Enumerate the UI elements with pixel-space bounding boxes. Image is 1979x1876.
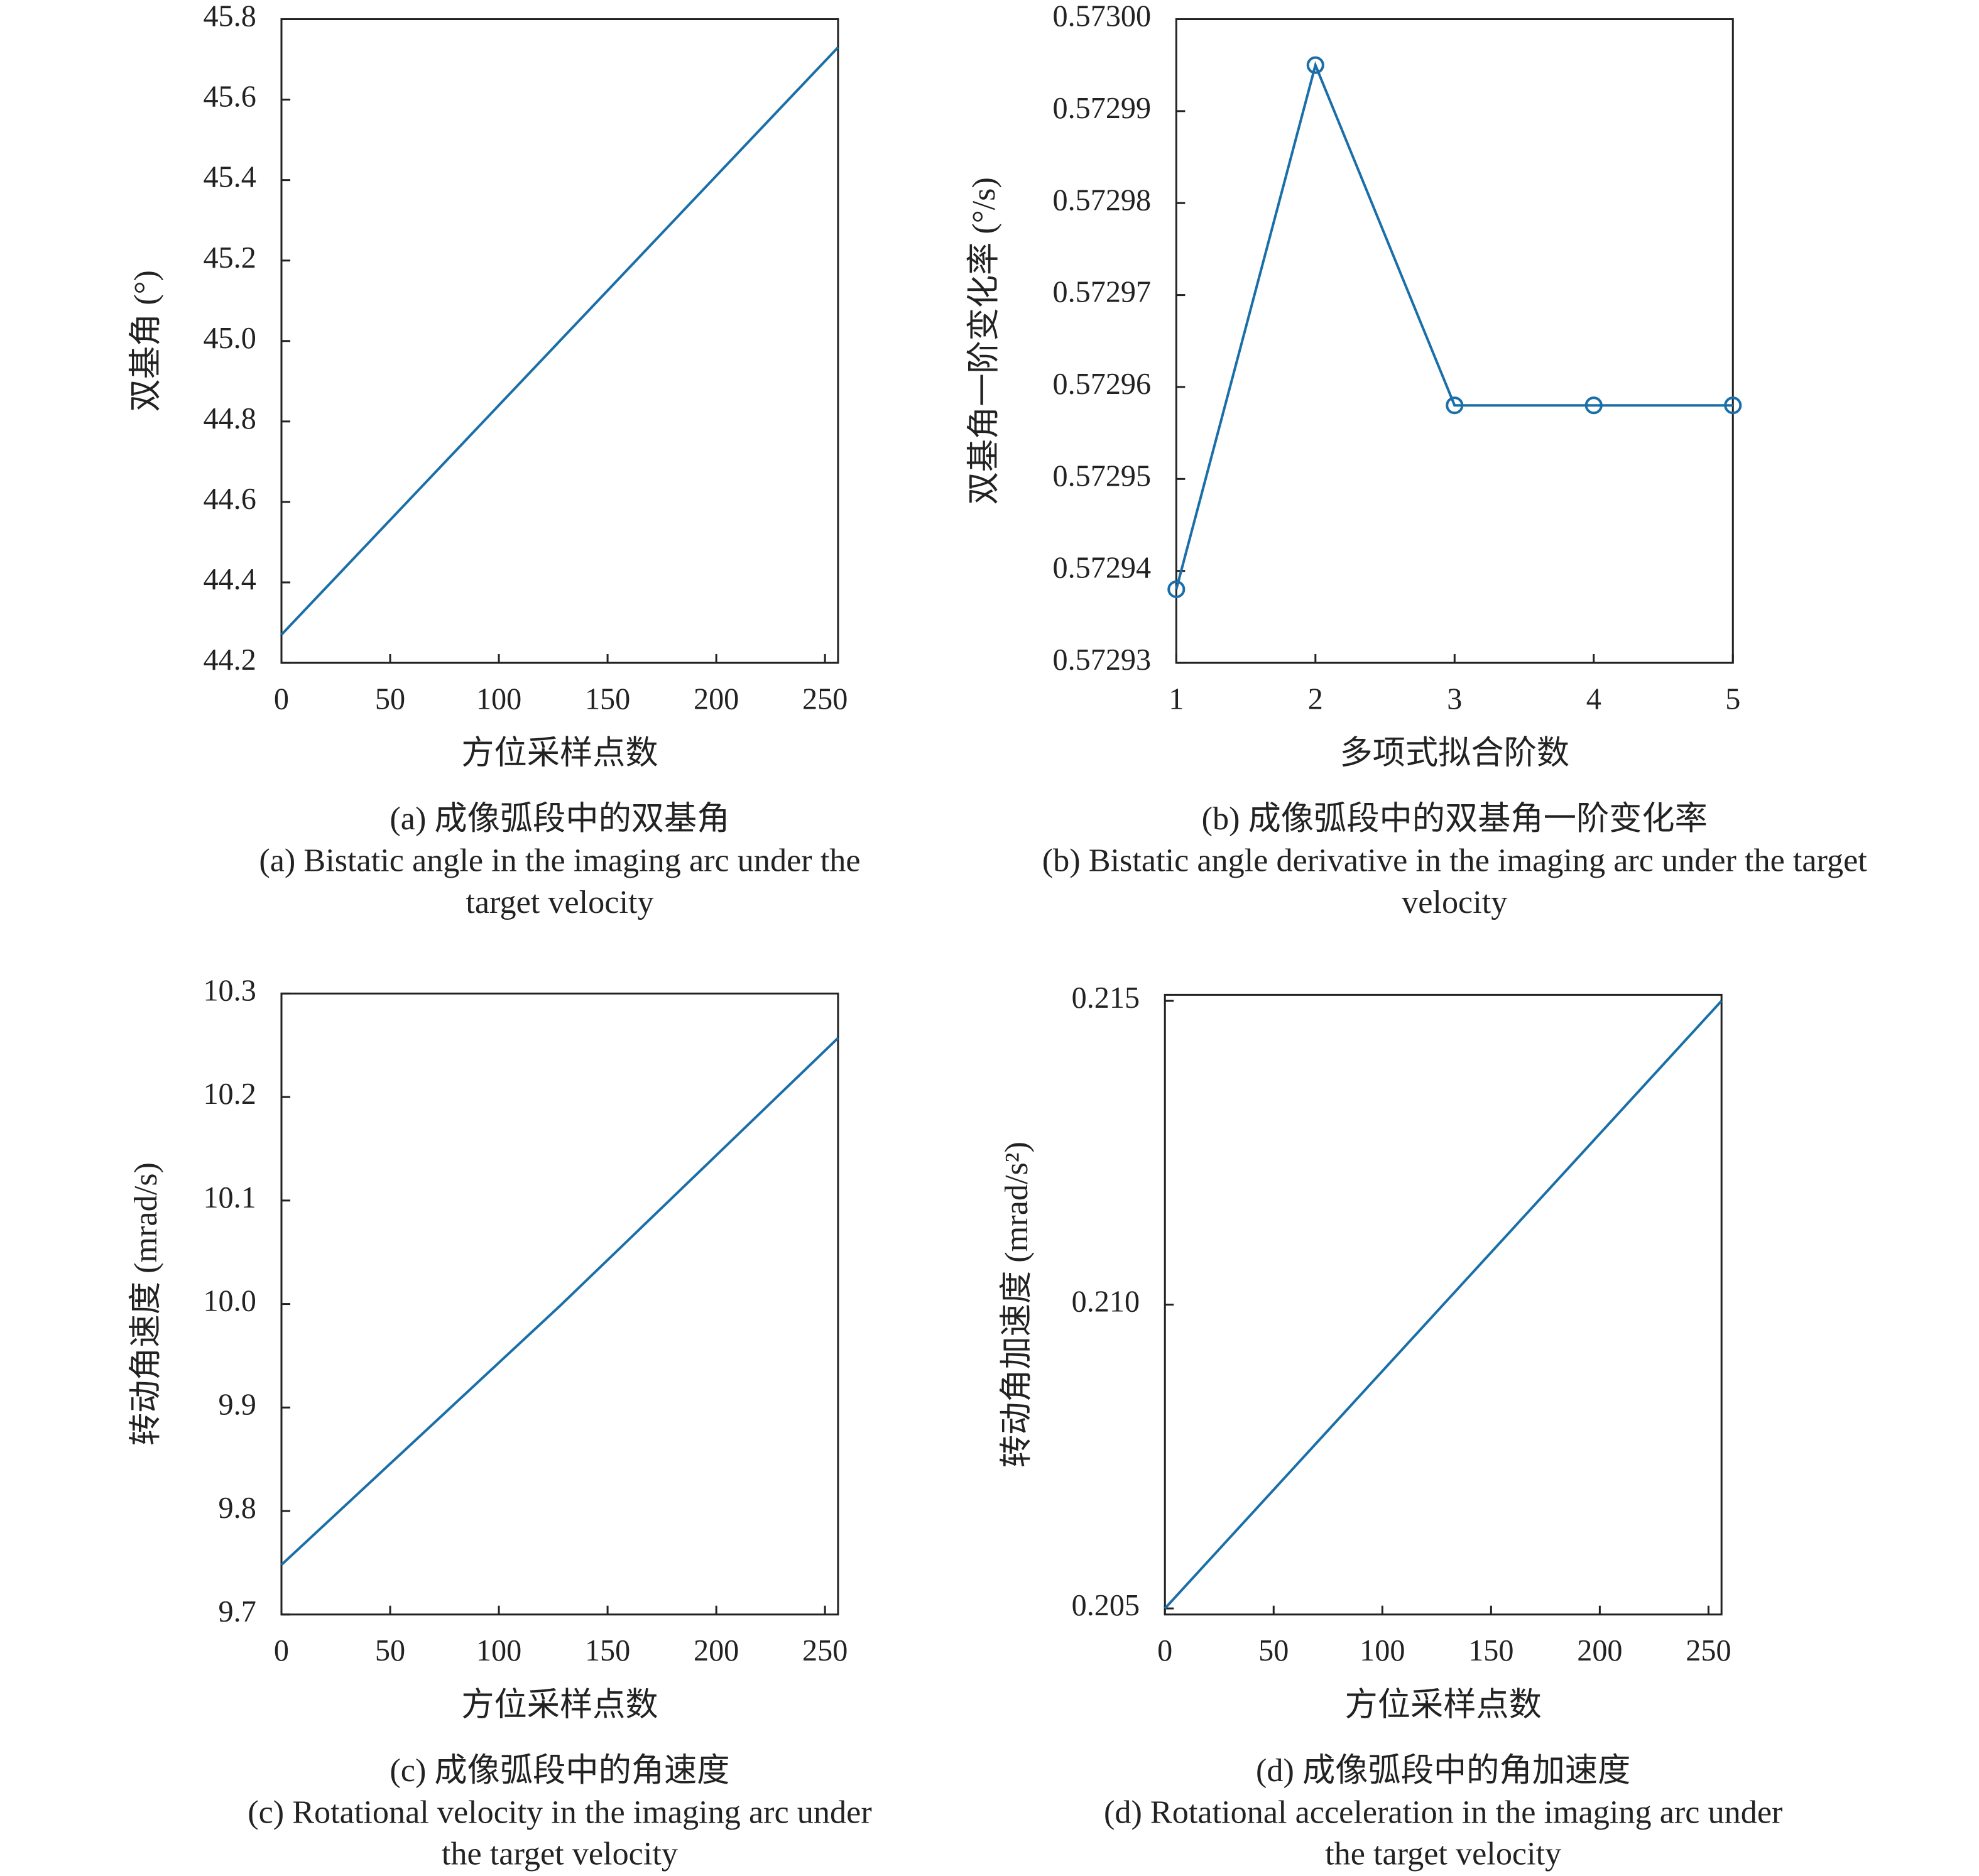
- x-tick-label: 250: [802, 682, 848, 716]
- caption-subtitle: (b) Bistatic angle derivative in the ima…: [1042, 842, 1867, 920]
- x-axis-label: 方位采样点数: [1345, 1686, 1542, 1723]
- y-tick-label: 45.2: [203, 241, 256, 275]
- data-marker: [1446, 396, 1464, 415]
- y-tick-label: 9.9: [219, 1388, 256, 1421]
- x-tick-label: 200: [694, 1634, 739, 1667]
- y-tick-label: 10.1: [203, 1181, 256, 1214]
- data-marker: [1584, 396, 1603, 415]
- y-tick-label: 0.57297: [1052, 276, 1151, 309]
- y-tick-label: 45.0: [203, 322, 256, 355]
- y-tick-label: 44.4: [203, 563, 256, 596]
- y-tick-label: 44.8: [203, 402, 256, 435]
- y-tick-label: 45.4: [203, 161, 256, 194]
- y-tick-label: 10.0: [203, 1285, 256, 1318]
- y-axis-label: 双基角 (°): [128, 270, 164, 412]
- x-axis-label: 多项式拟合阶数: [1340, 735, 1570, 772]
- caption: (d) 成像弧段中的角加速度 (d) Rotational acceleratio…: [1103, 1752, 1783, 1872]
- x-tick-label: 1: [1169, 682, 1184, 716]
- plot-frame: [1175, 18, 1734, 664]
- x-axis-label: 方位采样点数: [461, 1686, 658, 1723]
- y-axis-label: 转动角加速度 (mrad/s²): [998, 1142, 1035, 1468]
- plot-frame: [280, 992, 839, 1616]
- x-axis-label: 方位采样点数: [461, 735, 658, 772]
- x-tick-label: 2: [1308, 682, 1323, 716]
- y-axis-label: 双基角一阶变化率 (°/s): [966, 177, 1002, 504]
- data-line: [280, 46, 839, 636]
- y-tick-label: 10.2: [203, 1077, 256, 1111]
- data-line: [280, 1037, 839, 1566]
- data-marker: [1724, 396, 1742, 415]
- x-tick-label: 3: [1447, 682, 1462, 716]
- x-tick-label: 50: [375, 1634, 405, 1667]
- caption-subtitle: (c) Rotational velocity in the imaging a…: [248, 1794, 872, 1872]
- x-tick-label: 250: [1686, 1634, 1731, 1667]
- data-marker: [1167, 580, 1186, 599]
- caption-subtitle: (d) Rotational acceleration in the imagi…: [1103, 1794, 1783, 1872]
- data-line: [1175, 61, 1733, 590]
- y-tick-label: 0.57299: [1052, 92, 1151, 125]
- caption-title: (b) 成像弧段中的双基角一阶变化率: [1201, 800, 1708, 837]
- caption-title: (c) 成像弧段中的角速度: [390, 1752, 730, 1789]
- y-tick-label: 0.57293: [1052, 643, 1151, 677]
- caption: (a) 成像弧段中的双基角 (a) Bistatic angle in the i…: [259, 800, 861, 920]
- y-tick-label: 10.3: [203, 974, 256, 1007]
- y-tick-label: 0.57296: [1052, 368, 1151, 401]
- x-tick-label: 150: [585, 1634, 630, 1667]
- x-tick-label: 100: [476, 1634, 521, 1667]
- x-tick-label: 5: [1725, 682, 1740, 716]
- y-tick-label: 0.57295: [1052, 459, 1151, 493]
- x-tick-label: 0: [274, 682, 289, 716]
- caption-title: (d) 成像弧段中的角加速度: [1256, 1752, 1631, 1789]
- y-axis-label: 转动角速度 (mrad/s): [128, 1162, 164, 1446]
- data-line: [1164, 1000, 1723, 1610]
- data-marker: [1306, 56, 1324, 74]
- y-tick-label: 9.8: [219, 1492, 256, 1525]
- caption-subtitle: (a) Bistatic angle in the imaging arc un…: [259, 842, 861, 920]
- x-tick-label: 150: [1468, 1634, 1513, 1667]
- y-tick-label: 44.6: [203, 483, 256, 516]
- x-tick-label: 0: [1157, 1634, 1172, 1667]
- x-tick-label: 150: [585, 682, 630, 716]
- x-tick-label: 0: [274, 1634, 289, 1667]
- y-tick-label: 0.57294: [1052, 552, 1151, 585]
- caption: (c) 成像弧段中的角速度 (c) Rotational velocity in …: [248, 1752, 872, 1872]
- caption-title: (a) 成像弧段中的双基角: [390, 800, 730, 837]
- x-tick-label: 100: [476, 682, 521, 716]
- y-tick-label: 0.57300: [1052, 0, 1151, 33]
- x-tick-label: 4: [1586, 682, 1601, 716]
- caption: (b) 成像弧段中的双基角一阶变化率 (b) Bistatic angle der…: [1042, 800, 1867, 920]
- y-tick-label: 0.215: [1072, 981, 1140, 1015]
- y-tick-label: 0.57298: [1052, 183, 1151, 217]
- x-tick-label: 100: [1360, 1634, 1405, 1667]
- y-tick-label: 0.205: [1072, 1589, 1140, 1622]
- x-tick-label: 50: [375, 682, 405, 716]
- y-tick-label: 9.7: [219, 1595, 256, 1628]
- y-tick-label: 45.6: [203, 80, 256, 114]
- x-tick-label: 200: [1577, 1634, 1622, 1667]
- y-tick-label: 0.210: [1072, 1285, 1140, 1319]
- y-tick-label: 45.8: [203, 0, 256, 33]
- x-tick-label: 50: [1258, 1634, 1289, 1667]
- x-tick-label: 250: [802, 1634, 848, 1667]
- y-tick-label: 44.2: [203, 643, 256, 677]
- x-tick-label: 200: [694, 682, 739, 716]
